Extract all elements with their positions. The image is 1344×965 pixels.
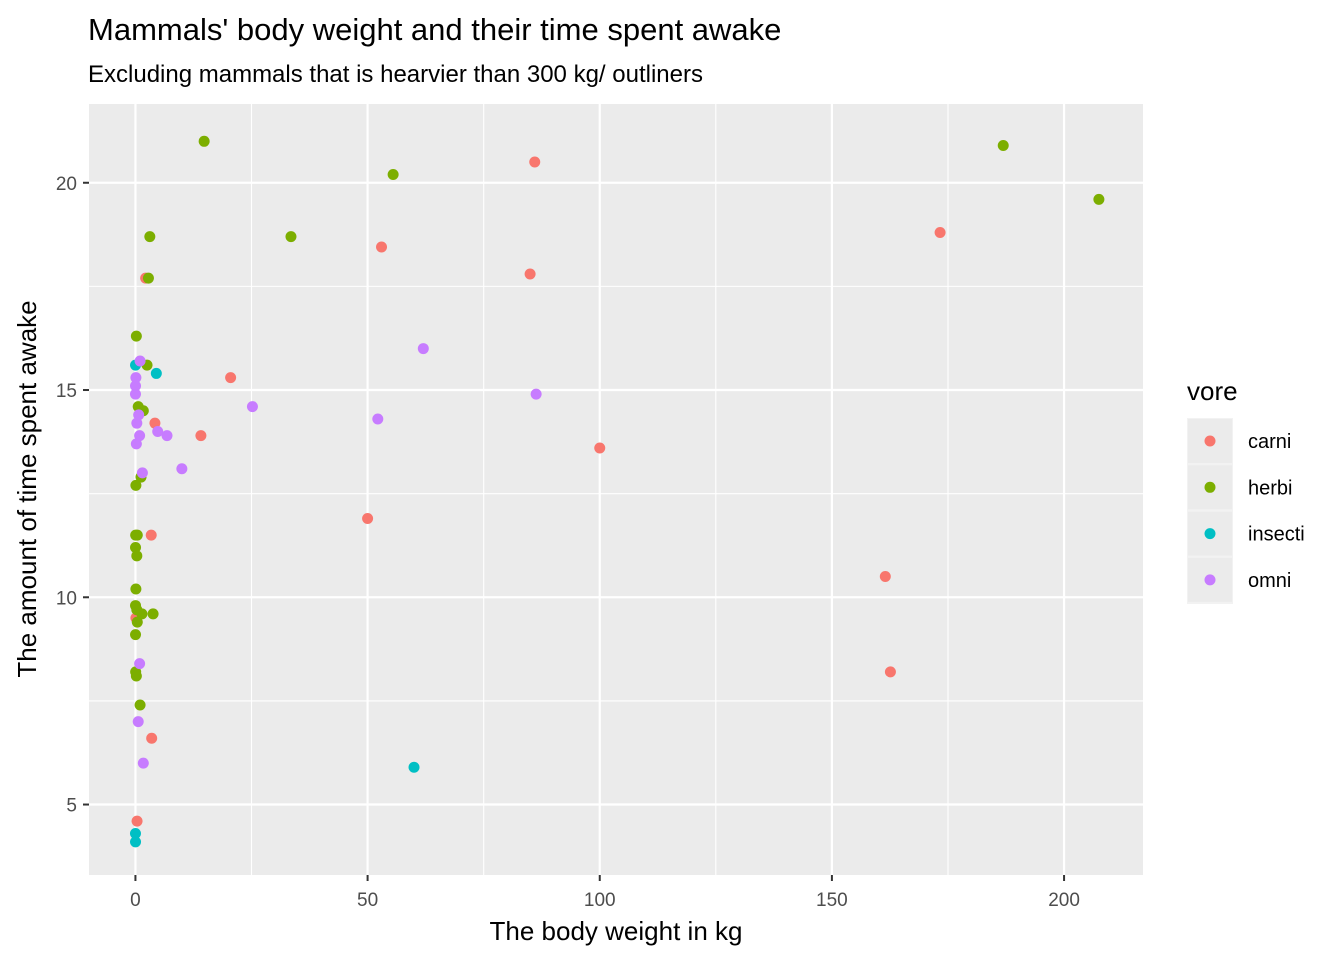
data-point-omni	[136, 467, 148, 479]
x-tick-label: 0	[130, 890, 141, 911]
data-point-omni	[132, 716, 144, 728]
data-point-herbi	[198, 135, 210, 147]
data-point-omni	[530, 388, 542, 400]
data-point-omni	[137, 757, 149, 769]
data-point-herbi	[130, 330, 142, 342]
data-point-herbi	[130, 670, 142, 682]
data-point-herbi	[997, 139, 1009, 151]
plot-panel	[89, 104, 1143, 875]
data-point-herbi	[130, 479, 142, 491]
data-point-herbi	[387, 168, 399, 180]
data-point-omni	[134, 430, 146, 442]
data-point-herbi	[136, 608, 148, 620]
data-point-insecti	[150, 367, 162, 379]
legend-swatch-omni	[1204, 574, 1216, 586]
data-point-carni	[146, 732, 158, 744]
data-point-carni	[879, 571, 891, 583]
data-point-insecti	[408, 761, 420, 773]
y-tick-label: 15	[56, 381, 77, 402]
data-point-insecti	[130, 836, 142, 848]
data-point-carni	[131, 815, 143, 827]
x-tick-label: 150	[816, 890, 848, 911]
legend-swatch-carni	[1204, 435, 1216, 447]
data-point-carni	[524, 268, 536, 280]
data-point-herbi	[131, 616, 143, 628]
chart-title: Mammals' body weight and their time spen…	[88, 12, 781, 47]
grid-major	[89, 104, 1143, 875]
data-point-insecti	[129, 828, 141, 840]
legend-label-insecti: insecti	[1248, 524, 1305, 546]
data-point-omni	[176, 463, 188, 475]
data-points	[129, 135, 1105, 848]
data-point-carni	[362, 513, 374, 525]
y-axis-label: The amount of time spent awake	[12, 300, 42, 677]
grid-minor	[89, 104, 1143, 875]
data-point-carni	[934, 227, 946, 238]
data-point-carni	[145, 529, 157, 541]
data-point-carni	[594, 442, 606, 454]
x-tick-label: 100	[584, 890, 616, 911]
x-tick-label: 50	[357, 890, 378, 911]
data-point-omni	[131, 417, 143, 429]
legend-swatch-herbi	[1204, 481, 1216, 493]
series-herbi	[130, 135, 1105, 711]
chart-subtitle: Excluding mammals that is hearvier than …	[88, 61, 703, 88]
y-tick-label: 10	[56, 588, 77, 609]
data-point-carni	[149, 417, 161, 429]
y-tick-label: 5	[66, 796, 77, 817]
y-axis: 5 10 15 20	[56, 174, 89, 817]
data-point-herbi	[142, 272, 154, 284]
data-point-omni	[129, 388, 141, 400]
data-point-carni	[884, 666, 896, 678]
data-point-herbi	[130, 542, 142, 554]
data-point-omni	[134, 355, 146, 367]
data-point-herbi	[147, 608, 159, 620]
data-point-omni	[130, 380, 142, 392]
y-tick-label: 20	[56, 174, 77, 195]
data-point-omni	[134, 658, 146, 670]
data-point-omni	[246, 401, 258, 413]
data-point-herbi	[1093, 193, 1105, 205]
legend-swatch-insecti	[1204, 528, 1216, 540]
x-axis: 0 50 100 150 200	[130, 875, 1080, 911]
data-point-omni	[372, 413, 384, 425]
data-point-omni	[417, 343, 429, 355]
legend-title: vore	[1187, 376, 1238, 406]
data-point-omni	[161, 430, 173, 442]
series-omni	[129, 343, 542, 769]
data-point-carni	[225, 372, 237, 384]
data-point-omni	[133, 409, 145, 421]
data-point-herbi	[130, 629, 142, 641]
legend-entries: carni herbi insecti omni	[1187, 418, 1305, 604]
legend-label-omni: omni	[1248, 570, 1291, 592]
legend: vore carni herbi insecti omni	[1187, 376, 1305, 604]
data-point-herbi	[131, 529, 143, 541]
legend-label-carni: carni	[1248, 431, 1291, 453]
data-point-herbi	[285, 231, 297, 243]
data-point-herbi	[131, 550, 143, 562]
data-point-omni	[130, 372, 142, 384]
series-insecti	[129, 359, 420, 848]
data-point-omni	[130, 438, 142, 450]
data-point-herbi	[134, 699, 146, 711]
data-point-carni	[376, 241, 388, 253]
data-point-carni	[195, 430, 207, 442]
data-point-carni	[529, 156, 541, 168]
x-axis-label: The body weight in kg	[490, 916, 743, 946]
x-tick-label: 200	[1048, 890, 1080, 911]
data-point-herbi	[130, 583, 142, 595]
data-point-omni	[152, 425, 164, 437]
legend-label-herbi: herbi	[1248, 477, 1292, 499]
data-point-herbi	[144, 231, 156, 243]
